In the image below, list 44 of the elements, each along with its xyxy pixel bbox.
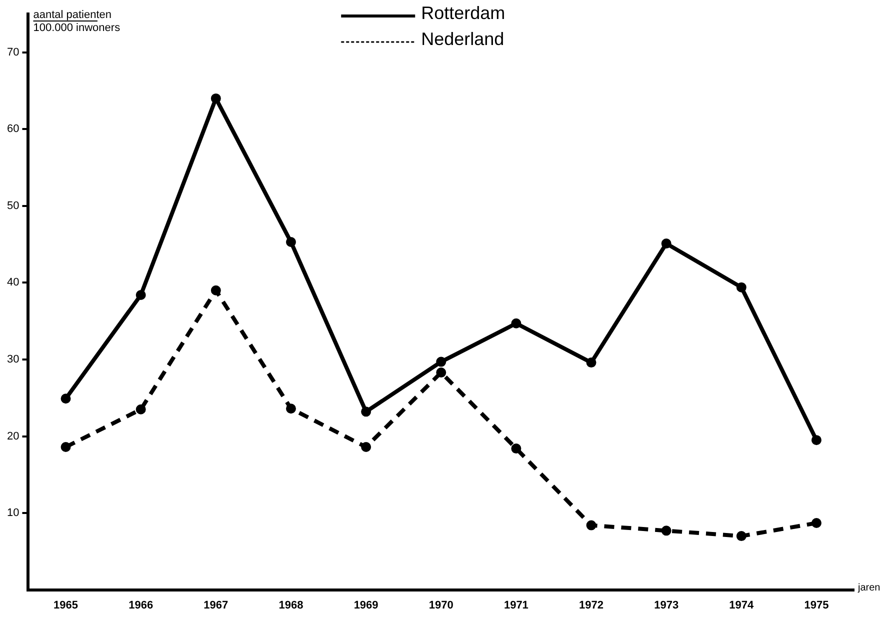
y-tick-label: 70 <box>6 46 20 58</box>
x-tick-label: 1974 <box>729 599 755 612</box>
point <box>60 394 71 404</box>
x-axis-title: jaren <box>857 582 880 594</box>
point <box>436 368 446 378</box>
legend-label: Rotterdam <box>421 2 506 23</box>
y-tick-label: 30 <box>6 354 20 366</box>
point <box>361 406 372 417</box>
y-tick-label: 50 <box>6 200 20 212</box>
point <box>736 531 746 542</box>
point <box>136 290 146 300</box>
x-tick-label: 1973 <box>654 599 679 612</box>
x-tick-label: 1968 <box>278 599 304 612</box>
point <box>210 285 221 296</box>
point <box>511 318 522 328</box>
point <box>586 358 596 368</box>
point <box>60 442 71 452</box>
x-tick-label: 1975 <box>804 599 829 612</box>
point <box>286 237 296 248</box>
point <box>210 93 221 104</box>
point <box>661 526 672 536</box>
x-tick-label: 1972 <box>579 599 604 612</box>
y-tick-label: 40 <box>6 276 20 289</box>
point <box>286 404 296 414</box>
point <box>136 404 146 414</box>
point <box>361 442 372 452</box>
point <box>661 238 672 249</box>
x-tick-label: 1967 <box>204 599 228 612</box>
point <box>436 356 446 367</box>
point <box>811 435 822 446</box>
point <box>586 520 596 530</box>
y-tick-label: 10 <box>6 507 20 520</box>
x-tick-label: 1970 <box>428 599 454 612</box>
y-tick-label: 60 <box>6 123 20 136</box>
x-tick-label: 1965 <box>54 599 78 612</box>
point <box>736 282 746 292</box>
x-tick-label: 1966 <box>128 599 154 612</box>
y-tick-label: 20 <box>6 430 20 442</box>
y-axis-title: aantal patienten 100.000 inwoners <box>33 9 121 34</box>
point <box>511 444 522 454</box>
x-tick-label: 1969 <box>354 599 378 612</box>
x-tick-label: 1971 <box>504 599 528 612</box>
legend-label: Nederland <box>421 28 504 49</box>
point <box>811 518 822 528</box>
